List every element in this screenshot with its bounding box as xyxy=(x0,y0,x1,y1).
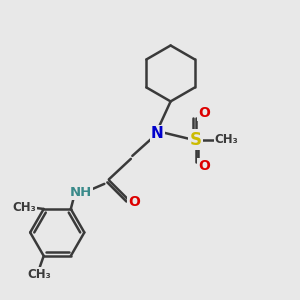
Text: CH₃: CH₃ xyxy=(27,268,51,281)
Text: NH: NH xyxy=(70,186,92,199)
Text: N: N xyxy=(151,126,164,141)
Text: O: O xyxy=(128,194,140,208)
Text: O: O xyxy=(199,106,210,120)
Text: CH₃: CH₃ xyxy=(13,201,36,214)
Text: O: O xyxy=(199,159,210,173)
Text: S: S xyxy=(190,131,202,149)
Text: CH₃: CH₃ xyxy=(215,133,238,146)
